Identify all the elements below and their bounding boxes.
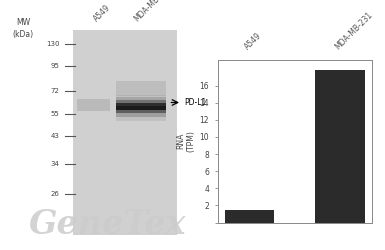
Bar (116, 103, 166, 106)
Bar (116, 97, 166, 100)
Text: 34: 34 (51, 161, 60, 167)
Bar (116, 100, 166, 103)
Bar (315, 70, 365, 222)
Text: MW: MW (16, 18, 30, 27)
Text: PD-L1: PD-L1 (184, 98, 206, 107)
Text: MDA-MB-231: MDA-MB-231 (132, 0, 173, 24)
Text: 55: 55 (51, 111, 60, 117)
Bar (77, 99, 110, 111)
Text: MDA-MB-231: MDA-MB-231 (333, 11, 375, 52)
Y-axis label: RNA
(TPM): RNA (TPM) (176, 130, 196, 152)
Bar (116, 106, 166, 110)
Text: 72: 72 (51, 88, 60, 94)
Text: 26: 26 (51, 191, 60, 197)
Text: A549: A549 (243, 32, 263, 52)
Bar (116, 95, 166, 97)
Bar (224, 210, 274, 222)
Text: 43: 43 (51, 133, 60, 139)
Text: 130: 130 (46, 41, 60, 47)
Bar (73, 30, 177, 235)
Bar (116, 81, 166, 96)
Bar (116, 113, 166, 117)
Text: 95: 95 (51, 63, 60, 69)
Text: A549: A549 (92, 3, 112, 24)
Text: (kDa): (kDa) (13, 30, 33, 40)
Bar (116, 110, 166, 113)
Bar (116, 117, 166, 121)
Text: GeneTex: GeneTex (29, 208, 186, 242)
